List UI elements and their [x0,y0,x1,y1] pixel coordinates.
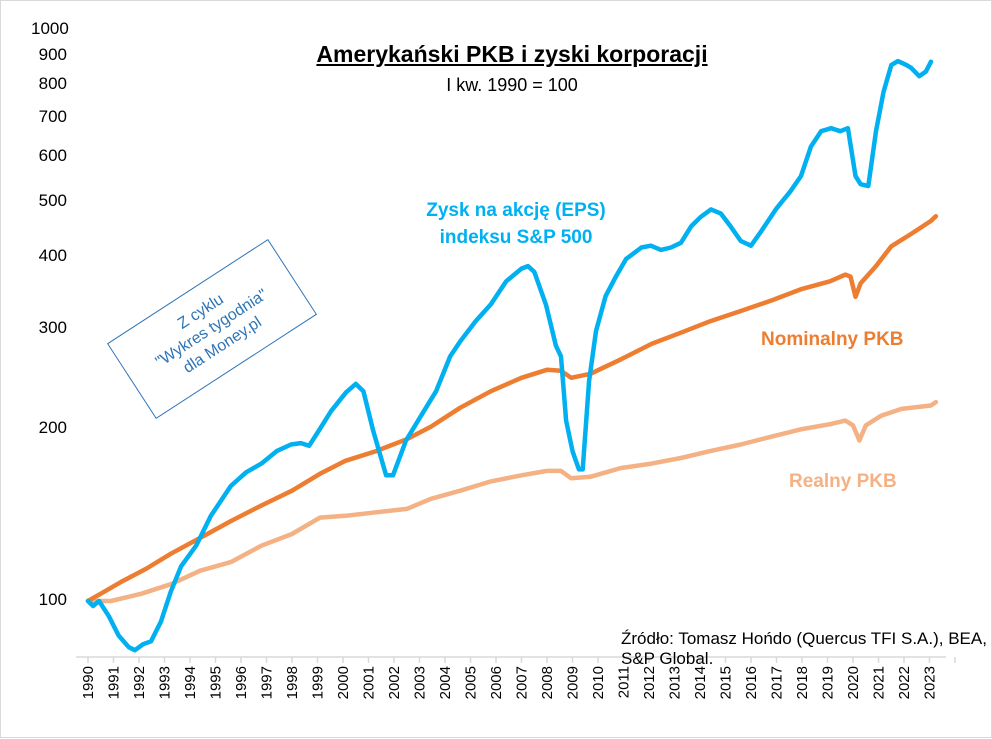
x-tick-label: 2018 [794,666,811,699]
x-tick-label: 2019 [820,666,837,699]
legend-eps-line2: indeksu S&P 500 [439,227,593,248]
x-tick-label: 2009 [565,666,582,699]
x-tick-label: 2002 [386,666,403,699]
source-note: Źródło: Tomasz Hońdo (Quercus TFI S.A.),… [621,629,987,668]
y-tick-label: 700 [38,107,67,127]
x-tick-label: 1990 [80,666,97,699]
series-line-1 [85,213,939,604]
x-tick-label: 1993 [157,666,174,699]
x-tick-label: 1991 [106,666,123,699]
legend-eps: Zysk na akcję (EPS) indeksu S&P 500 [396,197,636,251]
x-tick-label: 2022 [896,666,913,699]
x-tick-label: 2007 [514,666,531,699]
legend-eps-line1: Zysk na akcję (EPS) [426,200,606,221]
y-tick-label: 900 [38,45,67,65]
x-tick-label: 1997 [259,666,276,699]
legend-real: Realny PKB [789,471,897,492]
y-tick-label: 600 [38,145,67,165]
y-tick-label: 100 [38,590,67,609]
legend-nominal: Nominalny PKB [761,329,904,350]
x-tick-label: 2000 [335,666,352,699]
x-tick-label: 2006 [488,666,505,699]
y-tick-label: 300 [38,317,67,337]
chart-subtitle: I kw. 1990 = 100 [446,75,578,95]
y-tick-label: 200 [38,418,67,438]
x-tick-label: 2011 [616,666,633,698]
x-tick-label: 2020 [845,666,862,699]
x-tick-label: 2016 [743,666,760,699]
x-tick-label: 2015 [718,666,735,699]
x-tick-label: 1995 [208,666,225,699]
x-tick-label: 2001 [361,666,378,699]
series-line-0 [85,58,934,653]
series-line-2 [85,399,939,604]
x-tick-label: 2023 [922,666,939,699]
x-tick-label: 2003 [412,666,429,699]
x-tick-label: 2010 [590,666,607,699]
x-tick-label: 1999 [310,666,327,699]
chart-title: Amerykański PKB i zyski korporacji [316,41,708,67]
x-tick-label: 2005 [463,666,480,699]
x-tick-label: 2012 [641,666,658,699]
x-tick-label: 2021 [871,666,888,699]
x-tick-label: 1998 [284,666,301,699]
x-tick-label: 2004 [437,666,454,699]
y-tick-label: 1000 [31,19,69,38]
x-tick-label: 1994 [182,666,199,699]
y-tick-label: 400 [38,246,67,266]
x-tick-label: 2008 [539,666,556,699]
x-tick-label: 2014 [692,666,709,699]
y-tick-label: 800 [38,74,67,94]
y-tick-label: 500 [38,190,67,210]
x-tick-label: 2017 [769,666,786,699]
x-tick-label: 2013 [667,666,684,699]
x-tick-label: 1992 [131,666,148,699]
x-tick-label: 1996 [233,666,250,699]
